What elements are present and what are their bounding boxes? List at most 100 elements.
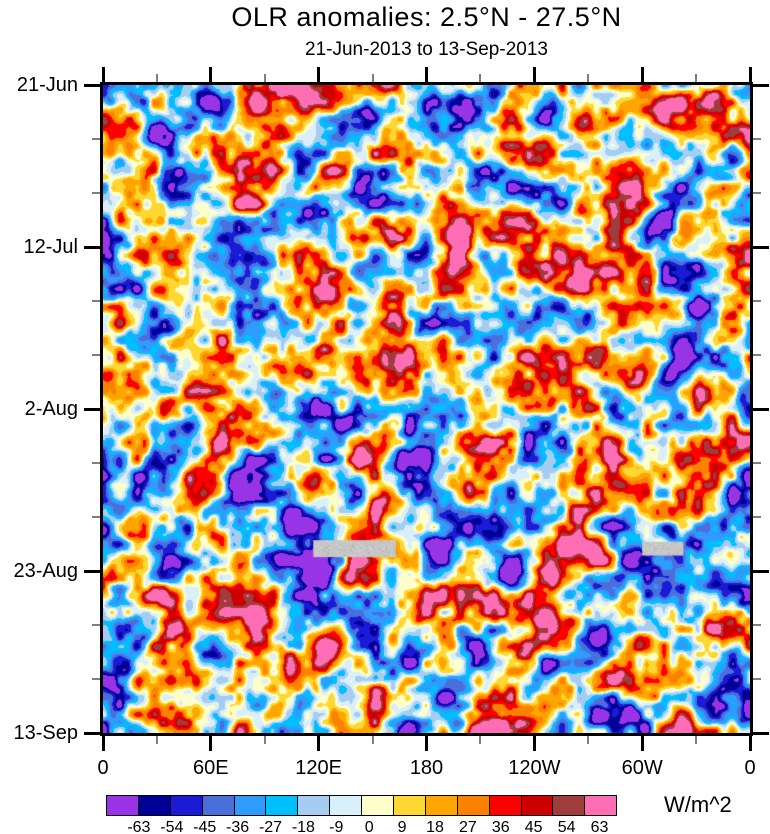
y-axis-right-minor-tick — [753, 354, 761, 356]
y-axis-major-tick — [84, 245, 100, 249]
y-axis-minor-tick — [92, 624, 100, 626]
colorbar-level-label: 0 — [364, 819, 374, 834]
colorbar-level-label: -18 — [291, 819, 315, 834]
colorbar-level-label: 54 — [557, 819, 576, 834]
x-axis-top-minor-tick — [479, 74, 482, 82]
colorbar — [106, 795, 618, 816]
y-axis-right-minor-tick — [753, 678, 761, 680]
x-axis-minor-tick — [479, 736, 482, 744]
colorbar-cell — [552, 795, 586, 816]
y-axis-minor-tick — [92, 300, 100, 302]
y-axis-right-minor-tick — [753, 300, 761, 302]
colorbar-level-label: -36 — [226, 819, 250, 834]
colorbar-level-label: -9 — [329, 819, 344, 834]
colorbar-cell — [137, 795, 171, 816]
colorbar-level-label: -63 — [127, 819, 151, 834]
x-axis-minor-tick — [155, 736, 158, 744]
y-axis-major-tick — [84, 407, 100, 411]
y-axis-right-minor-tick — [753, 516, 761, 518]
x-axis-top-major-tick — [532, 67, 536, 82]
y-axis-right-minor-tick — [753, 462, 761, 464]
colorbar-cell — [329, 795, 363, 816]
colorbar-cell — [265, 795, 299, 816]
colorbar-level-label: 45 — [524, 819, 543, 834]
y-tick-label: 12-Jul — [23, 236, 78, 258]
x-axis-major-tick — [640, 736, 644, 751]
y-axis-right-major-tick — [753, 407, 769, 411]
x-axis-top-major-tick — [101, 67, 105, 82]
colorbar-cell — [456, 795, 490, 816]
colorbar-cell — [169, 795, 203, 816]
x-axis-top-major-tick — [425, 67, 428, 82]
y-tick-label: 23-Aug — [13, 560, 79, 582]
x-axis-major-tick — [748, 736, 752, 751]
colorbar-level-label: -54 — [160, 819, 184, 834]
colorbar-cell — [297, 795, 331, 816]
colorbar-cell — [106, 795, 139, 816]
colorbar-cell — [488, 795, 522, 816]
y-axis-major-tick — [84, 83, 100, 87]
x-tick-label: 120W — [508, 757, 561, 779]
x-axis-minor-tick — [371, 736, 374, 744]
colorbar-level-label: -45 — [193, 819, 217, 834]
x-axis-top-minor-tick — [155, 74, 158, 82]
x-tick-label: 120E — [295, 757, 343, 779]
x-axis-major-tick — [532, 736, 536, 751]
x-axis-top-major-tick — [748, 67, 752, 82]
y-axis-minor-tick — [92, 462, 100, 464]
x-axis-major-tick — [101, 736, 105, 751]
colorbar-level-label: 18 — [426, 819, 444, 834]
x-tick-label: 0 — [97, 757, 109, 779]
colorbar-cell — [520, 795, 554, 816]
y-axis-minor-tick — [92, 678, 100, 680]
colorbar-cell — [584, 795, 618, 816]
x-axis-top-major-tick — [317, 67, 321, 82]
y-axis-minor-tick — [92, 192, 100, 194]
colorbar-level-label: 36 — [491, 819, 510, 834]
x-axis-minor-tick — [695, 736, 698, 744]
chart-title: OLR anomalies: 2.5°N - 27.5°N — [231, 2, 622, 32]
y-axis-major-tick — [84, 569, 100, 573]
x-tick-label: 0 — [744, 757, 756, 779]
y-tick-label: 21-Jun — [16, 74, 78, 96]
y-axis-right-minor-tick — [753, 192, 761, 194]
x-axis-major-tick — [425, 736, 428, 751]
y-axis-right-major-tick — [753, 731, 769, 735]
y-tick-label: 13-Sep — [13, 722, 79, 744]
colorbar-level-label: -27 — [258, 819, 283, 834]
x-axis-top-minor-tick — [587, 74, 590, 82]
y-tick-label: 2-Aug — [24, 398, 78, 420]
y-axis-major-tick — [84, 731, 100, 735]
y-axis-right-minor-tick — [753, 624, 761, 626]
colorbar-cell — [201, 795, 235, 816]
colorbar-cell — [424, 795, 458, 816]
colorbar-units-label: W/m^2 — [664, 792, 732, 817]
colorbar-cell — [393, 795, 426, 816]
x-tick-label: 180 — [409, 757, 444, 779]
colorbar-cell — [233, 795, 267, 816]
chart-subtitle: 21-Jun-2013 to 13-Sep-2013 — [305, 39, 548, 60]
x-axis-top-major-tick — [209, 67, 213, 82]
colorbar-level-label: 9 — [397, 819, 407, 834]
x-axis-major-tick — [209, 736, 213, 751]
colorbar-level-label: 63 — [590, 819, 609, 834]
x-axis-top-major-tick — [640, 67, 644, 82]
x-axis-minor-tick — [263, 736, 266, 744]
x-tick-label: 60W — [621, 757, 663, 779]
y-axis-right-major-tick — [753, 83, 769, 87]
contour-field-canvas — [103, 85, 750, 733]
x-axis-top-minor-tick — [263, 74, 266, 82]
x-axis-major-tick — [317, 736, 321, 751]
y-axis-right-major-tick — [753, 245, 769, 249]
x-axis-minor-tick — [587, 736, 590, 744]
colorbar-level-label: 27 — [458, 819, 477, 834]
x-axis-top-minor-tick — [371, 74, 374, 82]
x-axis-top-minor-tick — [695, 74, 698, 82]
x-tick-label: 60E — [193, 757, 229, 779]
y-axis-minor-tick — [92, 516, 100, 518]
colorbar-cell — [361, 795, 395, 816]
y-axis-minor-tick — [92, 354, 100, 356]
y-axis-minor-tick — [92, 138, 100, 140]
y-axis-right-minor-tick — [753, 138, 761, 140]
